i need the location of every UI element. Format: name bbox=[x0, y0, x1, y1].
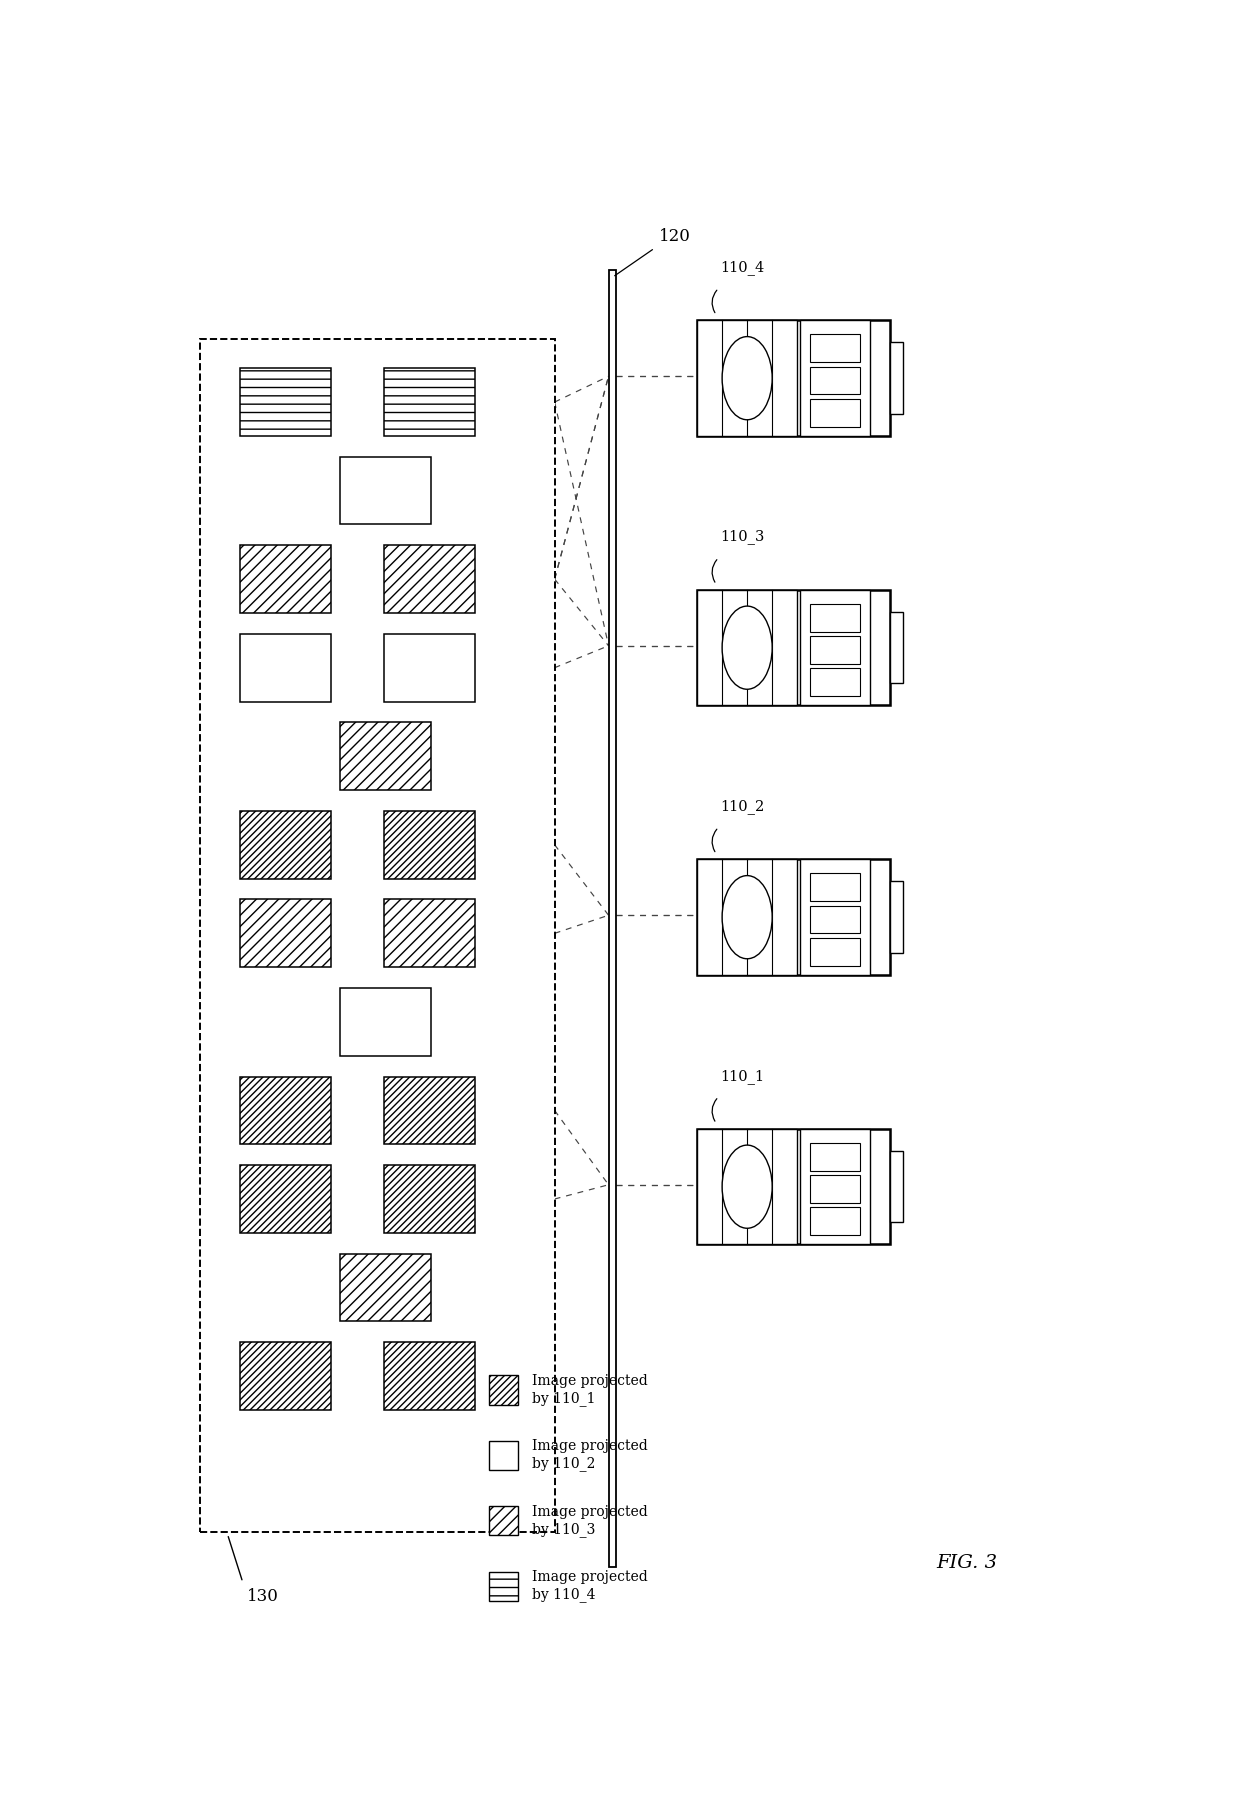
Text: Image projected
by 110_1: Image projected by 110_1 bbox=[532, 1375, 649, 1405]
Bar bbox=[810, 637, 861, 664]
Bar bbox=[490, 1506, 518, 1535]
Bar bbox=[340, 722, 430, 790]
Bar bbox=[697, 859, 797, 974]
Bar bbox=[697, 1129, 797, 1245]
Bar bbox=[697, 321, 797, 437]
Text: Image projected
by 110_4: Image projected by 110_4 bbox=[532, 1569, 649, 1602]
Text: 120: 120 bbox=[658, 227, 691, 245]
Text: 110_2: 110_2 bbox=[720, 799, 764, 814]
Bar bbox=[490, 1571, 518, 1600]
Text: 110_3: 110_3 bbox=[720, 530, 765, 545]
Bar bbox=[383, 368, 475, 437]
Bar bbox=[201, 339, 554, 1532]
Bar bbox=[890, 882, 903, 953]
Bar bbox=[890, 343, 903, 413]
Bar bbox=[383, 545, 475, 613]
Bar bbox=[241, 368, 331, 437]
Ellipse shape bbox=[722, 337, 773, 420]
Bar bbox=[241, 633, 331, 702]
Bar bbox=[383, 633, 475, 702]
Bar bbox=[383, 1077, 475, 1144]
Bar bbox=[800, 859, 869, 974]
Bar bbox=[810, 366, 861, 395]
Bar bbox=[490, 1375, 518, 1405]
Bar bbox=[241, 545, 331, 613]
Bar bbox=[241, 812, 331, 879]
Bar bbox=[383, 1342, 475, 1411]
Bar bbox=[340, 456, 430, 525]
Ellipse shape bbox=[722, 1146, 773, 1229]
Bar bbox=[697, 590, 797, 705]
Bar bbox=[810, 1174, 861, 1203]
Bar bbox=[810, 873, 861, 900]
Bar bbox=[810, 334, 861, 363]
Bar bbox=[890, 1151, 903, 1223]
Bar bbox=[810, 669, 861, 696]
Bar bbox=[890, 612, 903, 684]
Bar bbox=[697, 1129, 889, 1245]
Bar bbox=[490, 1441, 518, 1470]
Bar bbox=[697, 590, 889, 705]
Bar bbox=[810, 1142, 861, 1171]
Bar bbox=[340, 1254, 430, 1321]
Text: 130: 130 bbox=[247, 1588, 279, 1606]
Bar bbox=[800, 321, 869, 437]
Bar bbox=[241, 900, 331, 967]
Bar bbox=[383, 1165, 475, 1232]
Text: Image projected
by 110_3: Image projected by 110_3 bbox=[532, 1505, 649, 1537]
Bar bbox=[810, 938, 861, 965]
Text: 110_4: 110_4 bbox=[720, 260, 764, 274]
Text: Image projected
by 110_2: Image projected by 110_2 bbox=[532, 1440, 649, 1472]
Bar bbox=[697, 321, 889, 437]
Text: FIG. 3: FIG. 3 bbox=[936, 1555, 997, 1573]
Bar bbox=[810, 1207, 861, 1236]
Bar bbox=[810, 399, 861, 428]
Bar bbox=[241, 1077, 331, 1144]
Bar bbox=[800, 590, 869, 705]
Bar bbox=[241, 1342, 331, 1411]
Ellipse shape bbox=[722, 875, 773, 958]
Text: 110_1: 110_1 bbox=[720, 1068, 764, 1084]
Bar bbox=[810, 604, 861, 631]
Bar bbox=[810, 906, 861, 933]
Bar bbox=[340, 989, 430, 1055]
Bar bbox=[241, 1165, 331, 1232]
Ellipse shape bbox=[722, 606, 773, 689]
Bar bbox=[800, 1129, 869, 1245]
Bar bbox=[383, 900, 475, 967]
Bar bbox=[609, 269, 616, 1568]
Bar bbox=[383, 812, 475, 879]
Bar bbox=[697, 859, 889, 974]
